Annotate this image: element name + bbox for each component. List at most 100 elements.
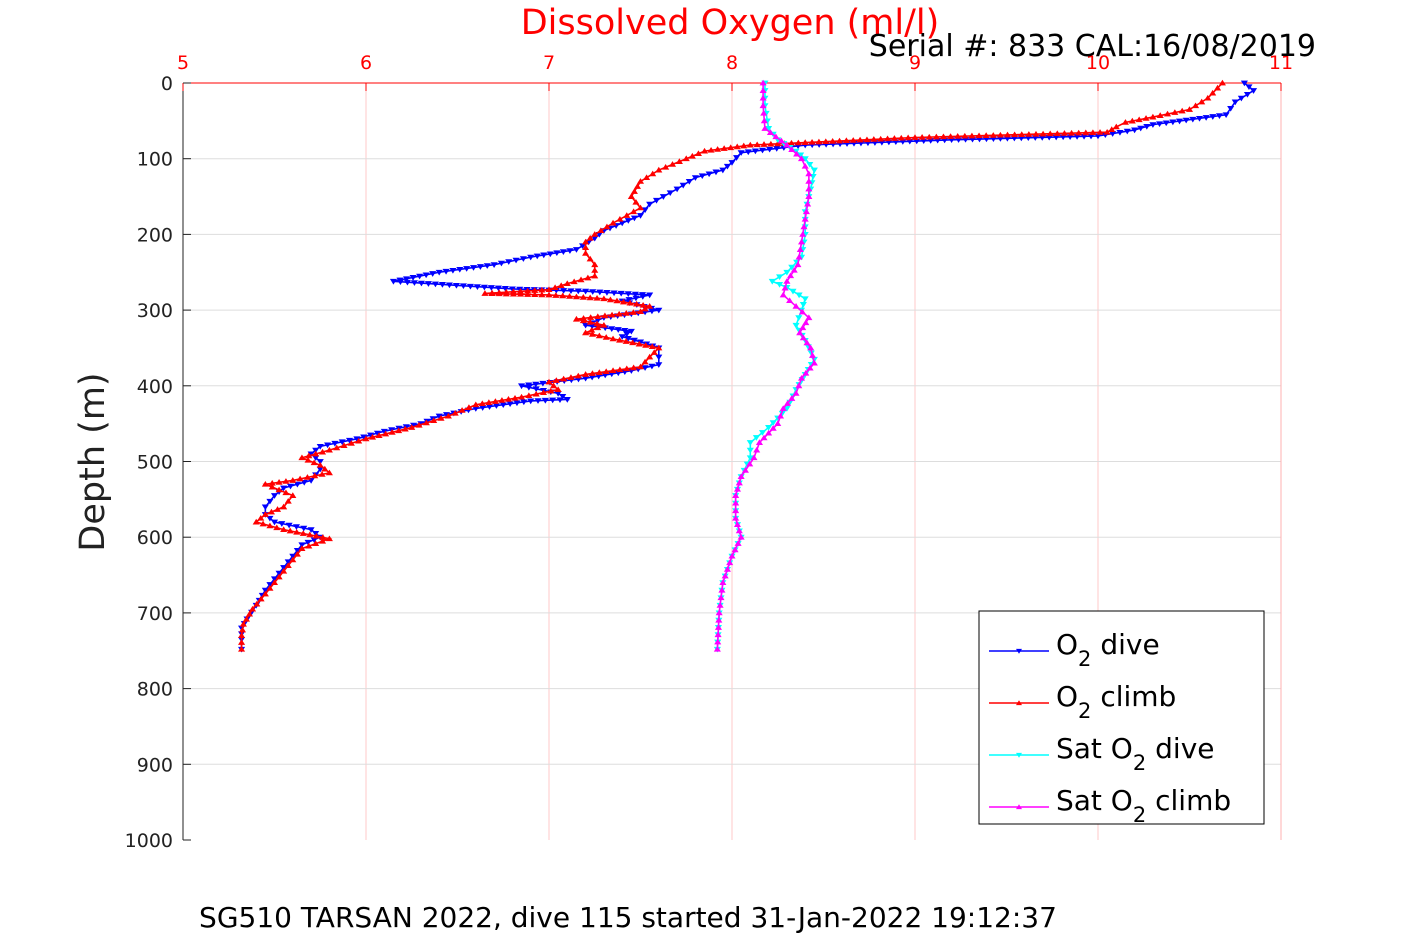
data-point [726, 559, 734, 566]
y-tick-label: 200 [137, 224, 173, 246]
data-point [641, 358, 649, 365]
data-point [266, 515, 274, 522]
data-point [559, 393, 567, 400]
data-point [630, 364, 638, 371]
data-point [625, 297, 633, 303]
data-point [723, 163, 731, 170]
data-point [524, 291, 532, 297]
data-point [1143, 124, 1151, 130]
data-point [759, 87, 767, 93]
data-point [1068, 129, 1076, 136]
data-point [795, 315, 803, 321]
data-point [538, 291, 546, 298]
data-point [591, 261, 599, 268]
data-point [792, 322, 800, 329]
data-point [655, 362, 663, 368]
data-point [794, 139, 802, 146]
data-point [1156, 121, 1164, 128]
data-point [765, 429, 773, 436]
data-point [623, 365, 631, 372]
data-point [1121, 119, 1129, 125]
y-tick-label: 0 [161, 73, 173, 95]
data-point [806, 161, 814, 168]
data-point [646, 201, 654, 208]
data-point [465, 404, 473, 410]
data-point [633, 183, 641, 189]
data-point [776, 412, 785, 419]
data-point [274, 506, 282, 512]
data-point [632, 198, 640, 205]
data-point [731, 546, 739, 553]
data-point [591, 267, 599, 273]
data-point [714, 631, 722, 638]
data-point [248, 605, 257, 612]
data-point [1185, 106, 1194, 112]
data-point [760, 141, 768, 147]
data-point [649, 170, 657, 177]
data-point [679, 182, 687, 189]
data-point [982, 132, 990, 138]
data-point [1250, 88, 1258, 94]
legend-item: O2 climb [989, 680, 1176, 723]
data-point [280, 526, 288, 533]
data-point [759, 94, 767, 101]
data-point [368, 433, 377, 440]
chart-subtitle: Serial #: 833 CAL:16/08/2019 [869, 29, 1316, 64]
data-point [572, 247, 580, 253]
data-point [253, 600, 261, 607]
data-point [429, 271, 437, 277]
data-point [554, 386, 562, 392]
data-point [639, 301, 647, 308]
data-point [769, 420, 777, 426]
data-point [298, 454, 306, 461]
data-point [787, 272, 795, 279]
data-point [586, 234, 594, 241]
series-sat-o2-dive [713, 80, 818, 653]
data-point [713, 645, 721, 652]
data-point [630, 215, 638, 222]
data-point [732, 499, 740, 506]
data-point [759, 102, 767, 109]
series-line [240, 82, 1255, 650]
data-point [802, 319, 810, 326]
data-point [603, 223, 611, 230]
data-point [615, 310, 623, 317]
data-point [539, 380, 547, 387]
data-point [512, 257, 520, 264]
data-point [286, 483, 295, 490]
data-point [296, 475, 304, 482]
data-point [815, 138, 823, 145]
data-point [312, 532, 320, 539]
data-point [776, 281, 784, 288]
data-point [799, 231, 807, 237]
data-point [630, 188, 638, 194]
data-point [737, 150, 745, 156]
data-point [688, 152, 696, 159]
data-point [473, 284, 481, 290]
data-point [794, 261, 802, 268]
data-point [802, 208, 810, 215]
data-point [805, 185, 813, 192]
data-point [275, 573, 283, 580]
data-point [621, 328, 629, 334]
data-point [781, 284, 789, 291]
data-point [808, 352, 817, 358]
data-point [584, 274, 592, 281]
data-point [582, 329, 590, 336]
data-point [682, 155, 690, 162]
data-point [939, 133, 948, 140]
data-point [261, 480, 269, 487]
data-point [1025, 131, 1033, 137]
data-point [1060, 130, 1068, 136]
data-point [761, 125, 769, 131]
data-point [312, 540, 320, 547]
data-point [735, 479, 743, 486]
data-point [449, 267, 457, 274]
data-point [776, 274, 784, 281]
data-point [779, 291, 787, 298]
data-point [579, 294, 587, 300]
data-point [1243, 91, 1251, 98]
data-point [616, 366, 624, 373]
data-point [594, 324, 602, 331]
